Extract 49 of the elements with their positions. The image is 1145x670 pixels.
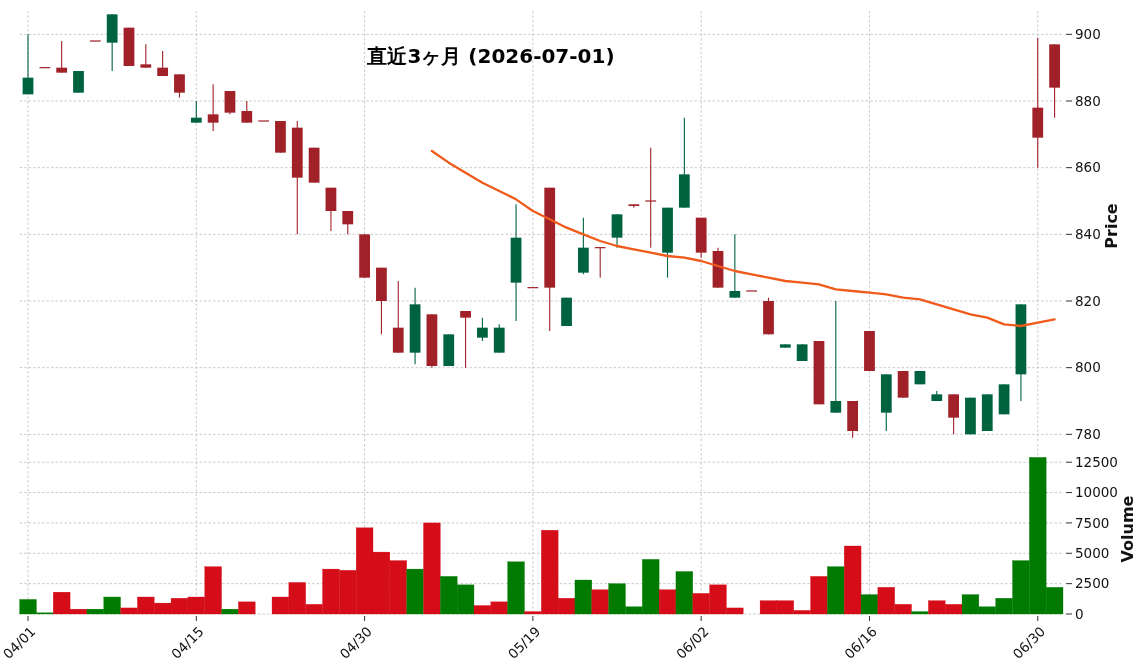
bar: [406, 568, 424, 615]
y-tick-label: 900: [1075, 26, 1101, 43]
y-tick-label: 12500: [1075, 453, 1118, 470]
y-axis-title: Volume: [1117, 495, 1137, 563]
bar: [911, 611, 929, 615]
bar: [423, 522, 441, 615]
y-tick-label: 0: [1075, 605, 1084, 622]
y-tick-label: 780: [1075, 426, 1101, 443]
candlestick: [140, 43, 152, 69]
bar: [675, 571, 693, 615]
candlestick: [207, 83, 219, 132]
text: 直近3ヶ月 (2026-07-01): [366, 44, 615, 68]
bar: [221, 608, 239, 615]
candlestick: [460, 310, 471, 369]
bar: [827, 566, 845, 615]
bar: [860, 594, 879, 615]
bar: [658, 589, 677, 615]
y-tick-label: 820: [1075, 292, 1101, 309]
candlestick: [224, 90, 236, 115]
bar: [591, 589, 609, 615]
line-series: [430, 149, 1056, 328]
candlestick: [645, 147, 657, 249]
candlestick: [729, 233, 741, 299]
bar: [507, 561, 525, 615]
candlestick: [157, 50, 169, 77]
candlestick: [73, 70, 84, 94]
y-tick-label: 800: [1075, 359, 1101, 376]
candlestick: [174, 73, 185, 99]
candlestick: [342, 210, 354, 235]
candlestick: [241, 100, 253, 124]
y-tick-label: 2500: [1075, 575, 1110, 592]
y-tick-label: 5000: [1075, 545, 1110, 562]
candlestick: [611, 213, 623, 249]
y-tick-label: 880: [1075, 92, 1101, 109]
y-tick-label: 860: [1075, 159, 1101, 176]
candlestick: [628, 203, 640, 209]
candlestick: [830, 300, 842, 414]
y-tick-label: 7500: [1075, 514, 1110, 531]
y-axis-title: Price: [1102, 203, 1122, 249]
candlestick: [477, 317, 488, 342]
candlestick: [948, 393, 959, 435]
candlestick: [190, 100, 202, 124]
bar: [574, 579, 592, 615]
candlestick: [325, 187, 337, 232]
y-tick-label: 840: [1075, 226, 1101, 243]
candlestick: [56, 40, 68, 74]
bar: [238, 601, 256, 615]
bar: [844, 545, 862, 615]
y-tick-label: 10000: [1075, 484, 1118, 501]
